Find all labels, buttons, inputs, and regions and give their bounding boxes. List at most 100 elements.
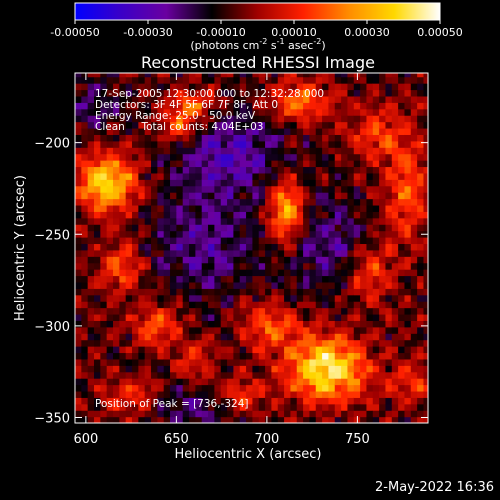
heatmap-cell: [315, 365, 323, 373]
heatmap-cell: [410, 153, 418, 161]
heatmap-cell: [157, 307, 165, 315]
heatmap-cell: [151, 95, 158, 103]
heatmap-cell: [334, 307, 342, 315]
heatmap-cell: [410, 333, 418, 341]
heatmap-cell: [195, 378, 203, 386]
heatmap-cell: [201, 140, 209, 148]
heatmap-cell: [151, 166, 158, 174]
heatmap-cell: [398, 403, 406, 411]
heatmap-cell: [379, 140, 387, 148]
heatmap-cell: [144, 172, 152, 180]
heatmap-cell: [113, 397, 120, 405]
heatmap-cell: [170, 217, 177, 225]
heatmap-cell: [385, 288, 393, 296]
heatmap-cell: [334, 320, 342, 328]
heatmap-cell: [189, 179, 196, 187]
heatmap-cell: [246, 275, 254, 283]
heatmap-cell: [284, 339, 292, 347]
heatmap-cell: [214, 365, 222, 373]
heatmap-cell: [290, 243, 298, 251]
heatmap-cell: [87, 262, 95, 270]
heatmap-cell: [132, 281, 139, 289]
heatmap-cell: [391, 198, 399, 206]
heatmap-cell: [176, 237, 184, 245]
heatmap-cell: [410, 198, 418, 206]
heatmap-cell: [233, 352, 241, 360]
heatmap-cell: [125, 313, 133, 321]
heatmap-cell: [138, 256, 146, 264]
heatmap-cell: [233, 294, 241, 302]
heatmap-cell: [252, 397, 260, 405]
heatmap-cell: [360, 339, 368, 347]
heatmap-cell: [113, 256, 120, 264]
heatmap-cell: [75, 140, 82, 148]
heatmap-cell: [372, 76, 380, 84]
heatmap-cell: [170, 256, 177, 264]
heatmap-cell: [220, 358, 228, 366]
heatmap-cell: [398, 333, 406, 341]
heatmap-cell: [309, 358, 317, 366]
heatmap-cell: [334, 256, 342, 264]
heatmap-cell: [157, 378, 165, 386]
heatmap-cell: [385, 83, 393, 91]
heatmap-cell: [265, 390, 273, 398]
heatmap-cell: [347, 326, 355, 334]
heatmap-cell: [265, 179, 273, 187]
heatmap-cell: [246, 378, 254, 386]
heatmap-cell: [163, 281, 171, 289]
heatmap-cell: [360, 416, 368, 423]
heatmap-cell: [366, 384, 374, 392]
heatmap-cell: [328, 307, 336, 315]
heatmap-cell: [75, 108, 82, 116]
heatmap-cell: [309, 127, 317, 135]
colorbar-tick-label: -0.00030: [123, 26, 172, 39]
heatmap-cell: [195, 115, 203, 123]
heatmap-cell: [271, 333, 279, 341]
heatmap-cell: [87, 339, 95, 347]
heatmap-cell: [214, 160, 222, 168]
heatmap-cell: [239, 211, 247, 219]
heatmap-cell: [258, 230, 266, 238]
heatmap-cell: [417, 89, 425, 97]
heatmap-cell: [271, 224, 279, 232]
heatmap-cell: [239, 115, 247, 123]
heatmap-cell: [208, 204, 215, 212]
heatmap-cell: [94, 275, 101, 283]
heatmap-cell: [119, 108, 127, 116]
heatmap-cell: [132, 249, 139, 257]
heatmap-cell: [176, 185, 184, 193]
heatmap-cell: [201, 403, 209, 411]
heatmap-cell: [404, 108, 412, 116]
heatmap-cell: [315, 256, 323, 264]
heatmap-cell: [410, 179, 418, 187]
heatmap-cell: [144, 384, 152, 392]
heatmap-cell: [322, 275, 330, 283]
heatmap-cell: [195, 153, 203, 161]
heatmap-cell: [233, 397, 241, 405]
heatmap-cell: [163, 275, 171, 283]
heatmap-cell: [208, 179, 215, 187]
heatmap-cell: [328, 269, 336, 277]
heatmap-cell: [290, 121, 298, 129]
heatmap-cell: [214, 172, 222, 180]
heatmap-cell: [106, 204, 114, 212]
heatmap-cell: [410, 403, 418, 411]
heatmap-cell: [258, 307, 266, 315]
heatmap-cell: [347, 108, 355, 116]
heatmap-cell: [353, 333, 361, 341]
heatmap-cell: [271, 192, 279, 200]
heatmap-cell: [106, 281, 114, 289]
heatmap-cell: [398, 416, 406, 423]
heatmap-cell: [258, 185, 266, 193]
heatmap-cell: [315, 358, 323, 366]
heatmap-cell: [195, 192, 203, 200]
heatmap-cell: [182, 192, 190, 200]
heatmap-cell: [125, 73, 133, 78]
heatmap-cell: [239, 301, 247, 309]
heatmap-cell: [106, 140, 114, 148]
heatmap-cell: [258, 134, 266, 142]
heatmap-cell: [189, 102, 196, 110]
heatmap-cell: [239, 217, 247, 225]
heatmap-cell: [157, 198, 165, 206]
heatmap-cell: [157, 95, 165, 103]
